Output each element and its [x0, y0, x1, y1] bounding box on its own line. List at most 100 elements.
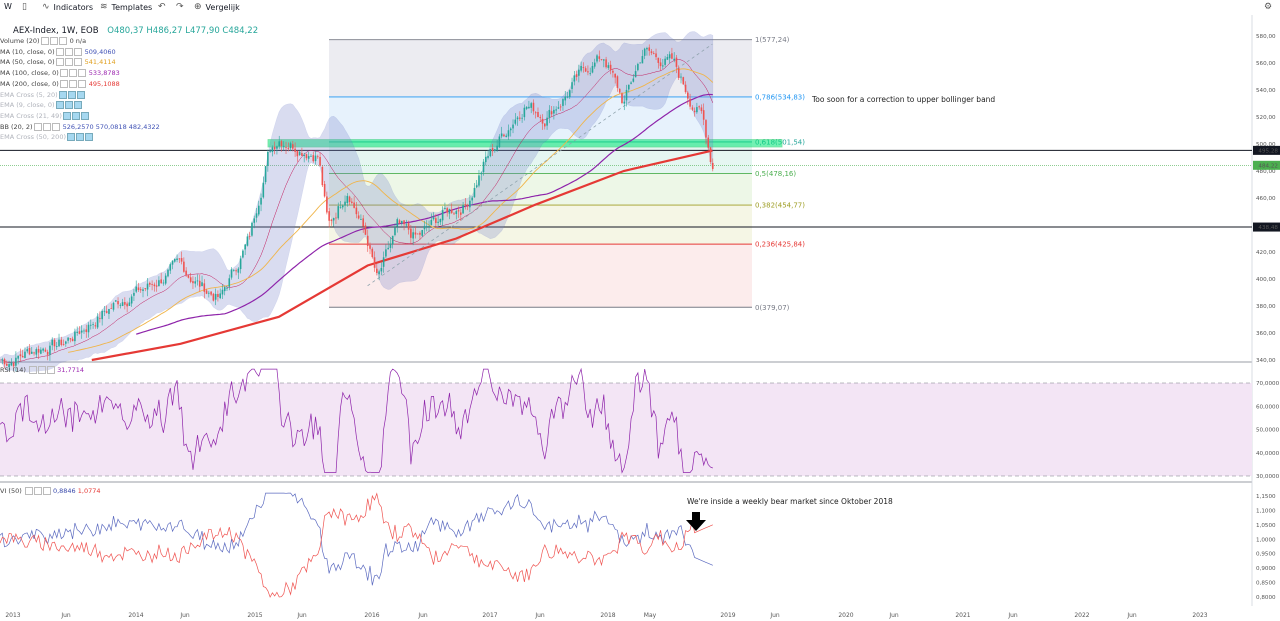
candle-body [705, 120, 707, 138]
compare-button[interactable]: ⊕ Vergelijk [194, 2, 240, 12]
indicator-legend-row[interactable]: BB (20, 2) 526,2570 570,0818 482,4322 [0, 122, 160, 132]
candle-body [484, 156, 487, 163]
settings-icon[interactable] [64, 101, 73, 110]
candle-body [67, 337, 69, 341]
down-arrow-icon[interactable] [686, 512, 706, 531]
close-icon[interactable] [85, 133, 93, 142]
settings-icon[interactable] [64, 47, 73, 56]
eye-icon[interactable] [33, 122, 42, 131]
candle-type-button[interactable]: ▯ [22, 2, 27, 12]
close-icon[interactable] [77, 69, 86, 78]
candle-body [453, 213, 455, 215]
candle-body [603, 59, 605, 61]
close-icon[interactable] [47, 366, 56, 374]
price-tick-label: 500,00 [1256, 142, 1276, 148]
close-icon[interactable] [42, 487, 51, 495]
settings-icon[interactable] [33, 487, 42, 495]
candle-body [612, 70, 614, 73]
candle-body [99, 317, 101, 319]
vi-minus-line[interactable] [0, 492, 713, 598]
ma-100-line[interactable] [136, 93, 713, 335]
rsi-legend[interactable]: RSI (14) 31,7714 [0, 365, 84, 375]
settings-icon[interactable] [68, 79, 77, 88]
candle-body [711, 162, 714, 169]
templates-button[interactable]: ≋ Templates [100, 2, 152, 12]
vi-legend[interactable]: VI (50) 0,8846 1,0774 [0, 486, 101, 496]
close-icon[interactable] [51, 122, 60, 131]
indicator-legend-row[interactable]: MA (200, close, 0) 495,1088 [0, 79, 120, 89]
candle-body [146, 283, 149, 290]
candle-body [480, 172, 483, 175]
support-zone-rectangle[interactable] [267, 139, 783, 148]
trend-line[interactable] [367, 43, 713, 287]
price-tick-label: 460,00 [1256, 196, 1276, 202]
eye-icon[interactable] [58, 90, 67, 99]
candle-body [709, 147, 712, 162]
close-icon[interactable] [73, 101, 82, 110]
interval-button[interactable]: W [4, 2, 12, 11]
eye-icon[interactable] [55, 47, 64, 56]
candle-body [321, 166, 324, 186]
settings-icon[interactable] [67, 90, 76, 99]
eye-icon[interactable] [55, 101, 64, 110]
close-icon[interactable] [80, 111, 89, 120]
ma-200-line[interactable] [91, 149, 713, 362]
settings-icon[interactable] [38, 366, 47, 374]
vi-plus-line[interactable] [0, 492, 713, 586]
indicator-legend-row[interactable]: Volume (20) 0 n/a [0, 36, 86, 46]
settings-icon[interactable] [71, 111, 80, 120]
eye-icon[interactable] [55, 58, 64, 67]
rsi-line[interactable] [0, 367, 713, 474]
settings-icon[interactable] [76, 133, 84, 142]
upper-line-price-badge [1253, 145, 1280, 155]
close-icon[interactable] [58, 37, 67, 45]
chart-canvas[interactable]: 1(577,24)0,786(534,83)0,618(501,54)0,5(4… [0, 15, 1280, 621]
candle-body [671, 53, 673, 59]
indicator-legend-row[interactable]: EMA Cross (50, 200) [0, 132, 96, 142]
candle-body [40, 349, 42, 354]
top-toolbar: W ▯ ∿ Indicators ≋ Templates ↶ ↷ ⊕ Verge… [0, 0, 1280, 16]
ma-50-line[interactable] [68, 68, 714, 353]
eye-icon[interactable] [29, 366, 38, 374]
eye-icon[interactable] [40, 37, 49, 45]
close-icon[interactable] [73, 58, 82, 67]
close-icon[interactable] [77, 79, 86, 88]
indicator-legend-value: 526,2570 570,0818 482,4322 [62, 122, 160, 131]
candle-body [687, 92, 689, 99]
indicator-legend-row[interactable]: EMA (9, close, 0) [0, 100, 85, 110]
price-tick-label: 480,00 [1256, 169, 1276, 175]
indicator-legend-row[interactable]: EMA Cross (5, 20) [0, 90, 88, 100]
candle-body [307, 156, 310, 159]
main-series-legend[interactable]: AEX-Index, 1W, EOB O480,37 H486,27 L477,… [13, 26, 258, 36]
settings-button[interactable]: ⚙ [1264, 2, 1272, 12]
eye-icon[interactable] [59, 79, 68, 88]
indicator-legend-row[interactable]: MA (10, close, 0) 509,4060 [0, 47, 116, 57]
rsi-legend-value: 31,7714 [57, 366, 85, 374]
eye-icon[interactable] [24, 487, 33, 495]
candle-body [439, 219, 442, 223]
time-tick-label: 2016 [364, 612, 379, 619]
undo-button[interactable]: ↶ [158, 2, 166, 12]
candle-body [509, 128, 512, 131]
candle-body [121, 302, 124, 306]
eye-icon[interactable] [67, 133, 75, 142]
indicator-legend-row[interactable]: MA (100, close, 0) 533,8783 [0, 68, 120, 78]
settings-icon[interactable] [68, 69, 77, 78]
candle-body [437, 221, 439, 223]
close-icon[interactable] [73, 47, 82, 56]
candle-body [37, 349, 40, 353]
price-tick-label: 360,00 [1256, 331, 1276, 337]
eye-icon[interactable] [59, 69, 68, 78]
settings-icon[interactable] [49, 37, 58, 45]
candle-body [341, 205, 344, 208]
candle-body [310, 155, 312, 157]
indicators-button[interactable]: ∿ Indicators [42, 2, 93, 12]
redo-button[interactable]: ↷ [176, 2, 184, 12]
settings-icon[interactable] [64, 58, 73, 67]
indicator-legend-row[interactable]: MA (50, close, 0) 541,4114 [0, 57, 116, 67]
close-icon[interactable] [76, 90, 85, 99]
bollinger-basis-line[interactable] [0, 59, 714, 364]
settings-icon[interactable] [42, 122, 51, 131]
indicator-legend-row[interactable]: EMA Cross (21, 49) [0, 111, 92, 121]
eye-icon[interactable] [62, 111, 71, 120]
